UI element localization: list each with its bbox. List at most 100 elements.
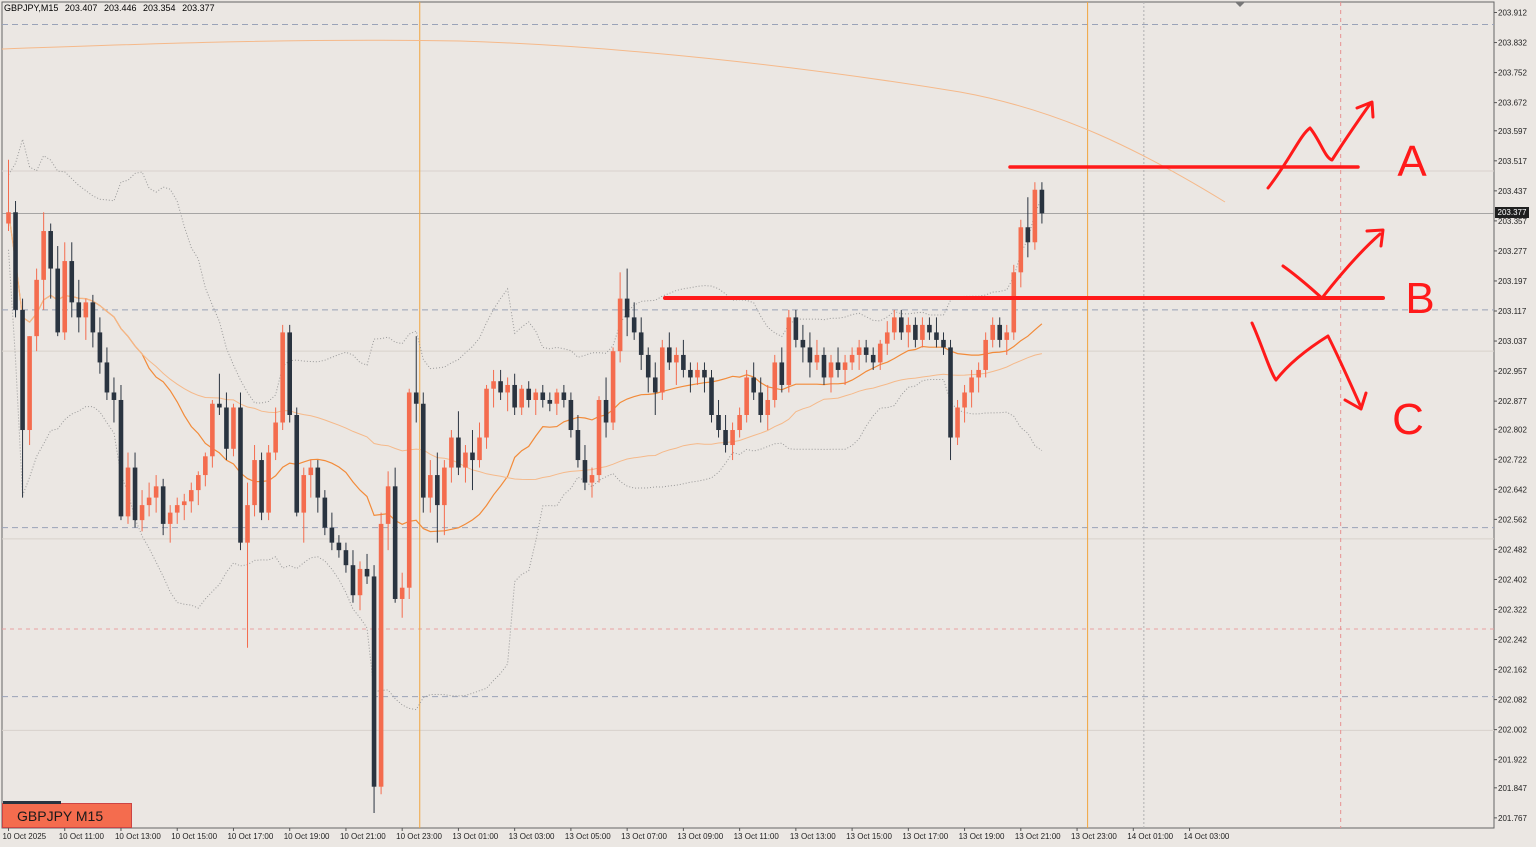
annotation-label-c: C <box>1392 395 1424 444</box>
candle-body-116 <box>821 354 827 378</box>
x-tick-label-7: 10 Oct 23:00 <box>396 832 442 841</box>
candle-body-97 <box>688 369 693 378</box>
x-tick-label-21: 14 Oct 03:00 <box>1184 832 1230 841</box>
candle-body-85 <box>603 399 609 423</box>
y-tick-label-7: 203.357 <box>1498 217 1527 226</box>
candle-body-50 <box>357 568 363 596</box>
y-tick-label-2: 203.752 <box>1498 69 1527 78</box>
candle-body-32 <box>231 407 236 449</box>
candle-body-66 <box>470 452 475 461</box>
y-tick-label-10: 203.117 <box>1498 307 1527 316</box>
header-low: 203.354 <box>143 3 176 13</box>
candle-body-125 <box>884 332 890 344</box>
candle-body-84 <box>596 399 602 476</box>
y-tick-label-9: 203.197 <box>1498 277 1527 286</box>
candle-body-103 <box>730 430 735 446</box>
arrow-b-path <box>1281 232 1382 300</box>
header-open: 203.407 <box>64 3 98 13</box>
candle-body-70 <box>498 381 503 393</box>
header-high: 203.446 <box>103 3 137 13</box>
x-tick-label-10: 13 Oct 05:00 <box>565 832 611 841</box>
candle-body-91 <box>645 354 651 378</box>
candle-body-90 <box>638 332 644 355</box>
candle-body-6 <box>48 231 53 269</box>
header-symbol: GBPJPY,M15 <box>4 3 59 13</box>
y-tick-label-8: 203.277 <box>1498 247 1527 256</box>
candle-body-7 <box>55 268 61 333</box>
x-tick-label-17: 13 Oct 19:00 <box>959 832 1005 841</box>
candle-body-23 <box>167 512 173 524</box>
candle-body-41 <box>294 415 300 513</box>
candle-body-141 <box>997 324 1003 340</box>
candle-body-110 <box>779 362 785 385</box>
y-tick-label-15: 202.722 <box>1498 455 1527 464</box>
y-tick-label-27: 201.767 <box>1498 814 1527 823</box>
plot-frame <box>1 1 1495 829</box>
candle-body-122 <box>863 347 869 355</box>
candle-body-36 <box>259 460 264 513</box>
candle-body-124 <box>877 343 883 363</box>
x-tick-label-0: 10 Oct 2025 <box>3 832 47 841</box>
x-tick-label-5: 10 Oct 19:00 <box>284 832 330 841</box>
x-tick-label-15: 13 Oct 15:00 <box>846 832 892 841</box>
x-tick-label-11: 13 Oct 07:00 <box>621 832 667 841</box>
candle-body-135 <box>955 407 960 438</box>
candle-body-123 <box>870 354 876 363</box>
candle-body-5 <box>41 231 46 280</box>
candle-body-25 <box>181 501 187 506</box>
candle-body-105 <box>744 377 749 415</box>
candle-body-101 <box>716 415 721 431</box>
candle-body-113 <box>800 339 806 348</box>
arrow-c-path <box>1250 321 1362 407</box>
x-tick-label-16: 13 Oct 17:00 <box>902 832 948 841</box>
candle-body-43 <box>308 467 314 476</box>
candle-body-9 <box>69 261 75 303</box>
y-tick-label-25: 201.922 <box>1498 756 1527 765</box>
arrow-b-head <box>1365 228 1385 248</box>
candle-body-30 <box>217 403 222 408</box>
bollinger-upper <box>8 137 1043 404</box>
candle-body-127 <box>899 317 904 333</box>
x-tick-label-18: 13 Oct 21:00 <box>1015 832 1061 841</box>
candle-body-71 <box>505 384 510 393</box>
candle-body-114 <box>807 347 813 363</box>
candle-body-82 <box>582 460 588 483</box>
candle-body-62 <box>442 467 447 506</box>
candle-body-86 <box>610 351 616 423</box>
y-tick-label-3: 203.672 <box>1498 99 1527 108</box>
y-tick-label-6: 203.437 <box>1498 187 1527 196</box>
y-tick-label-26: 201.847 <box>1498 784 1527 793</box>
candle-body-92 <box>652 377 658 393</box>
moving-average-slow <box>1 39 1226 203</box>
candle-body-96 <box>681 354 686 370</box>
y-tick-label-21: 202.242 <box>1498 636 1527 645</box>
annotation-label-b: B <box>1405 274 1434 323</box>
candle-body-47 <box>336 542 342 551</box>
candle-body-39 <box>280 332 285 423</box>
candle-body-31 <box>224 407 229 449</box>
arrow-a-path <box>1266 102 1372 190</box>
candle-body-38 <box>273 422 278 453</box>
candle-body-11 <box>83 302 89 318</box>
candle-body-37 <box>266 452 271 513</box>
candle-body-22 <box>160 486 166 524</box>
candle-body-63 <box>449 437 454 468</box>
candle-body-136 <box>962 392 967 408</box>
symbol-badge[interactable]: GBPJPY M15 <box>2 801 132 828</box>
arrow-a-head <box>1355 100 1375 119</box>
chart-header: GBPJPY,M15 203.407 203.446 203.354 203.3… <box>4 3 219 13</box>
y-tick-label-12: 202.957 <box>1498 367 1527 376</box>
candle-body-48 <box>343 550 349 566</box>
candle-body-26 <box>188 490 194 502</box>
candle-body-108 <box>765 399 771 415</box>
candle-body-58 <box>413 392 419 404</box>
candle-body-52 <box>371 576 377 787</box>
scroll-marker-icon <box>1235 2 1245 7</box>
y-tick-label-11: 203.037 <box>1498 337 1527 346</box>
candle-body-1 <box>13 212 18 310</box>
y-tick-label-24: 202.002 <box>1498 726 1527 735</box>
candle-body-119 <box>842 362 848 370</box>
header-close: 203.377 <box>182 3 215 13</box>
